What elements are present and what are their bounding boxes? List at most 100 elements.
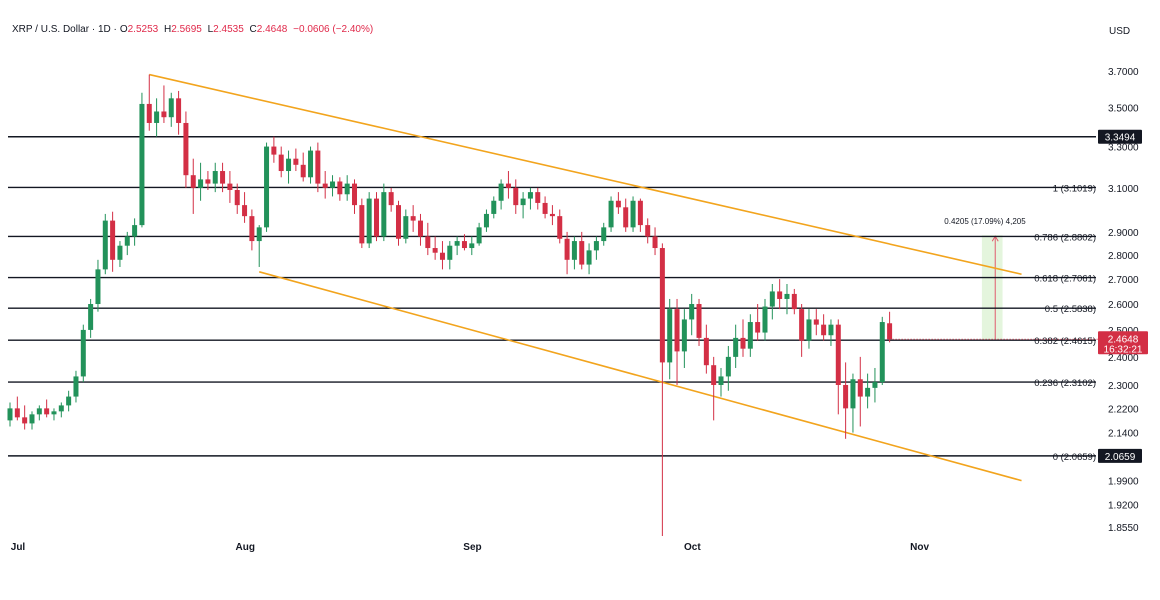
candle-body: [124, 236, 130, 246]
y-tick-label: 2.1400: [1108, 429, 1139, 440]
measure-label: 0.4205 (17.09%) 4,205: [944, 217, 1026, 226]
candle-body: [483, 213, 489, 228]
candle-body: [322, 183, 328, 188]
y-tick-label: 3.3000: [1108, 143, 1139, 154]
x-tick-label: Aug: [236, 542, 255, 553]
candle-body: [725, 356, 731, 377]
change-value: −0.0606 (−2.40%): [293, 24, 374, 35]
candle-body: [410, 216, 416, 221]
candle-body: [73, 376, 79, 397]
candle-body: [513, 187, 519, 206]
measure-group: 0.4205 (17.09%) 4,205: [944, 217, 1026, 340]
candle-body: [374, 198, 379, 237]
candle-body: [593, 241, 599, 251]
candle-body: [608, 200, 614, 228]
level-label: 0 (2.0659): [1053, 452, 1096, 463]
candle-body: [271, 146, 277, 155]
candle-body: [615, 200, 621, 208]
candle-body: [176, 98, 182, 123]
candle-body: [432, 248, 438, 253]
candle-body: [791, 293, 797, 310]
candle-body: [66, 396, 72, 406]
y-tick-label: 1.8550: [1108, 523, 1139, 534]
candle-body: [762, 306, 768, 333]
candle-body: [132, 225, 138, 237]
candle-body: [689, 304, 695, 320]
candle-body: [220, 171, 226, 184]
candle-body: [102, 220, 108, 270]
candle-body: [22, 417, 28, 424]
candle-body: [571, 241, 577, 260]
candle-body: [264, 146, 270, 228]
candle-body: [212, 171, 218, 184]
candle-body: [139, 103, 145, 226]
y-tick-label: 2.3000: [1108, 381, 1139, 392]
candle-body: [579, 241, 585, 265]
last-price-value: 2.4648: [1108, 334, 1139, 345]
candle-body: [535, 192, 541, 203]
y-tick-label: 2.8000: [1108, 251, 1139, 262]
candle-body: [51, 411, 57, 415]
y-tick-label: 2.6000: [1108, 300, 1139, 311]
candle-body: [769, 291, 775, 307]
candle-body: [395, 205, 401, 239]
level-label: 0.382 (2.4615): [1034, 336, 1096, 347]
candle-body: [652, 236, 658, 249]
candle-body: [659, 248, 665, 363]
candle-body: [601, 227, 607, 242]
candle-body: [183, 122, 189, 176]
candle-body: [315, 150, 321, 184]
candle-body: [879, 322, 885, 383]
candle-body: [549, 213, 555, 217]
candle-body: [205, 179, 211, 184]
candle-body: [300, 164, 306, 178]
candle-body: [352, 183, 358, 206]
candle-body: [388, 192, 394, 206]
candle-body: [168, 98, 174, 118]
last-price-countdown: 16:32:21: [1104, 344, 1143, 355]
candle-body: [381, 192, 387, 237]
candle-body: [843, 384, 849, 409]
candle-body: [711, 365, 717, 385]
candle-body: [7, 408, 13, 421]
candle-body: [835, 324, 841, 385]
measure-box: [981, 235, 1003, 340]
trendline-upper: [149, 73, 1022, 275]
level-price-tag: [1098, 448, 1142, 463]
candle-body: [777, 291, 783, 299]
candle-body: [491, 200, 497, 214]
last-price-tag: [1098, 331, 1148, 355]
x-tick-label: Nov: [910, 542, 929, 553]
symbol-title: XRP / U.S. Dollar · 1D ·: [12, 24, 117, 35]
candle-body: [703, 337, 709, 366]
candle-body: [674, 309, 680, 352]
candles-group: [7, 74, 893, 536]
candle-body: [681, 319, 687, 352]
y-tick-label: 2.9000: [1108, 228, 1139, 239]
level-price-tag-text: 3.3494: [1105, 133, 1136, 144]
candle-body: [425, 236, 431, 249]
candle-body: [586, 250, 592, 265]
y-tick-label: 1.9200: [1108, 500, 1139, 511]
candle-body: [799, 309, 805, 341]
candle-body: [542, 202, 548, 214]
y-tick-label: 3.5000: [1108, 104, 1139, 115]
trendline-lower: [259, 271, 1022, 482]
candle-body: [696, 304, 702, 338]
candle-body: [308, 150, 314, 178]
x-tick-label: Sep: [463, 542, 481, 553]
candle-body: [564, 238, 570, 260]
close-label: C: [249, 24, 257, 35]
candle-body: [242, 205, 248, 217]
candle-body: [417, 220, 423, 237]
y-tick-label: 3.1000: [1108, 184, 1139, 195]
y-tick-label: 2.2200: [1108, 404, 1139, 415]
candle-body: [256, 227, 262, 242]
candle-body: [461, 241, 467, 249]
candle-body: [80, 329, 86, 377]
candle-body: [718, 376, 724, 385]
candle-body: [234, 189, 240, 206]
level-price-tag-text: 2.0659: [1105, 452, 1136, 463]
candle-body: [755, 322, 761, 333]
